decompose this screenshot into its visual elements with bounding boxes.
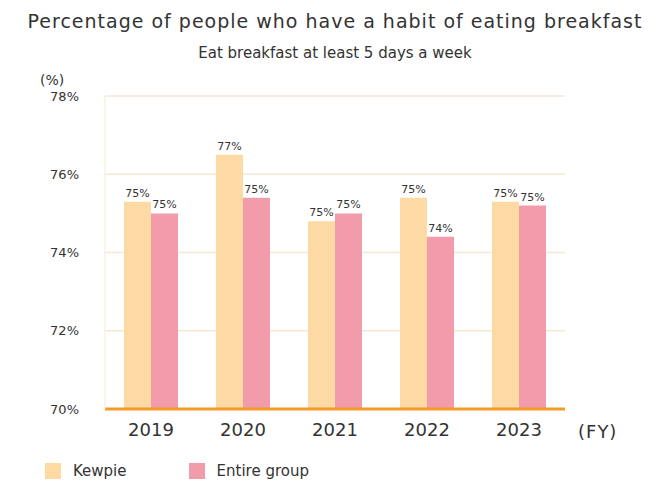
html-text:Entire group: Entire group [216,462,309,480]
html-text:Kewpie: Kewpie [73,462,127,480]
svg-text:75%: 75% [309,206,333,219]
svg-text:2019: 2019 [128,419,174,440]
svg-text:75%: 75% [493,187,517,200]
svg-text:70%: 70% [50,402,79,417]
svg-text:75%: 75% [336,198,360,211]
svg-text:2023: 2023 [496,419,542,440]
svg-text:2022: 2022 [404,419,450,440]
html-text:Percentage of people who have: Percentage of people who have a habit of… [27,10,643,32]
svg-text:77%: 77% [217,140,241,153]
svg-text:76%: 76% [50,167,79,182]
svg-text:2020: 2020 [220,419,266,440]
svg-text:75%: 75% [152,198,176,211]
svg-text:74%: 74% [428,222,452,235]
svg-text:72%: 72% [50,323,79,338]
svg-text:78%: 78% [50,89,79,104]
svg-text:75%: 75% [520,191,544,204]
svg-text:74%: 74% [50,245,79,260]
html-text:Eat breakfast at least 5 days: Eat breakfast at least 5 days a week [198,44,472,62]
svg-text:75%: 75% [244,183,268,196]
svg-text:75%: 75% [401,183,425,196]
html-text:(FY): (FY) [578,421,618,442]
svg-text:75%: 75% [125,187,149,200]
svg-text:2021: 2021 [312,419,358,440]
